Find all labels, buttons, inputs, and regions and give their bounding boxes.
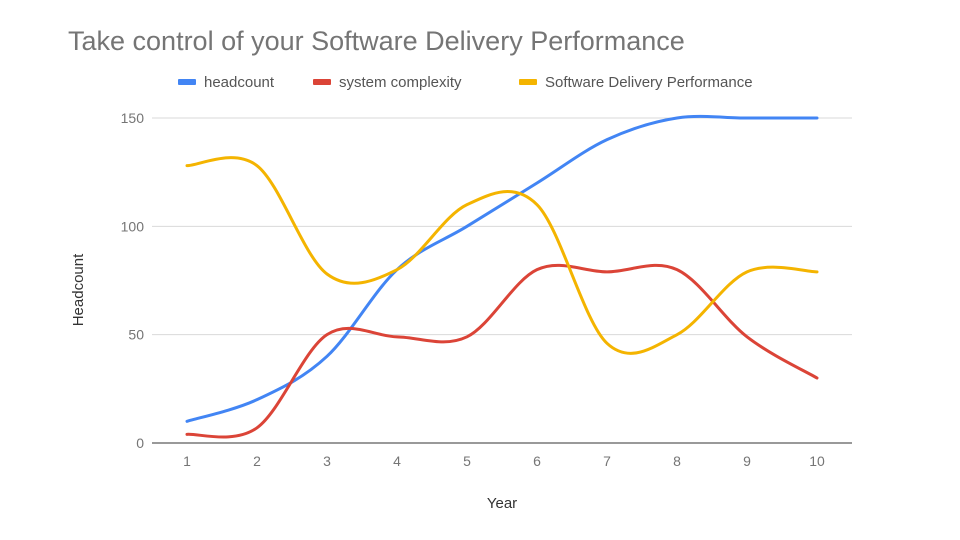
legend-swatch <box>519 79 537 85</box>
chart-title: Take control of your Software Delivery P… <box>68 26 685 56</box>
legend-label: headcount <box>204 74 275 91</box>
y-tick-label: 100 <box>121 218 145 234</box>
x-axis-ticks: 1 2 3 4 5 6 7 8 9 10 <box>183 453 825 469</box>
series-line-software-delivery-performance <box>185 156 819 355</box>
legend: headcount system complexity Software Deliv… <box>178 74 753 91</box>
x-tick-label: 9 <box>743 453 751 469</box>
x-tick-label: 1 <box>183 453 191 469</box>
legend-item-software-delivery-performance: Software Delivery Performance <box>519 74 753 91</box>
legend-swatch <box>313 79 331 85</box>
x-tick-label: 8 <box>673 453 681 469</box>
y-tick-label: 0 <box>136 435 144 451</box>
legend-label: Software Delivery Performance <box>545 74 753 91</box>
x-tick-label: 2 <box>253 453 261 469</box>
x-tick-label: 3 <box>323 453 331 469</box>
y-axis-title: Headcount <box>70 253 87 326</box>
y-axis-ticks: 0 50 100 150 <box>121 110 145 451</box>
legend-swatch <box>178 79 196 85</box>
y-tick-label: 50 <box>128 327 144 343</box>
x-tick-label: 4 <box>393 453 401 469</box>
x-tick-label: 7 <box>603 453 611 469</box>
series-lines <box>185 114 819 439</box>
y-tick-label: 150 <box>121 110 145 126</box>
series-line-headcount <box>185 114 819 423</box>
x-tick-label: 10 <box>809 453 825 469</box>
legend-item-headcount: headcount <box>178 74 275 91</box>
series-line-system-complexity <box>185 263 819 439</box>
x-tick-label: 5 <box>463 453 471 469</box>
legend-label: system complexity <box>339 74 462 91</box>
legend-item-system-complexity: system complexity <box>313 74 462 91</box>
x-axis-title: Year <box>487 495 517 512</box>
x-tick-label: 6 <box>533 453 541 469</box>
